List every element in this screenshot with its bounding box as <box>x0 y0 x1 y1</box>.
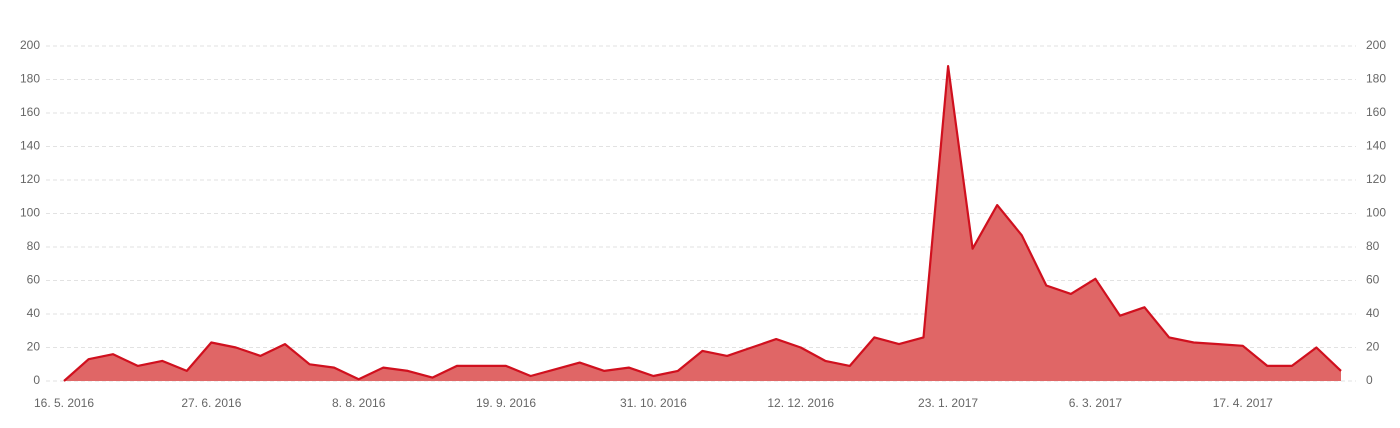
y2-tick-label: 120 <box>1366 172 1386 186</box>
y2-tick-label: 60 <box>1366 273 1380 287</box>
y-tick-label: 120 <box>20 172 40 186</box>
y2-tick-label: 0 <box>1366 373 1373 387</box>
y-tick-label: 0 <box>33 373 40 387</box>
x-tick-label: 19. 9. 2016 <box>476 396 536 410</box>
y-tick-label: 40 <box>27 306 41 320</box>
x-tick-label: 23. 1. 2017 <box>918 396 978 410</box>
x-tick-label: 31. 10. 2016 <box>620 396 687 410</box>
x-tick-label: 17. 4. 2017 <box>1213 396 1273 410</box>
y-tick-label: 60 <box>27 273 41 287</box>
y-tick-label: 160 <box>20 105 40 119</box>
x-tick-label: 6. 3. 2017 <box>1069 396 1123 410</box>
y-tick-label: 100 <box>20 206 40 220</box>
y2-tick-label: 100 <box>1366 206 1386 220</box>
y2-tick-label: 80 <box>1366 239 1380 253</box>
x-tick-label: 12. 12. 2016 <box>767 396 834 410</box>
y-tick-label: 20 <box>27 340 41 354</box>
x-tick-label: 27. 6. 2016 <box>181 396 241 410</box>
y2-tick-label: 20 <box>1366 340 1380 354</box>
y-tick-label: 200 <box>20 38 40 52</box>
x-tick-label: 8. 8. 2016 <box>332 396 386 410</box>
y-tick-label: 180 <box>20 72 40 86</box>
y-tick-label: 80 <box>27 239 41 253</box>
y-tick-label: 140 <box>20 139 40 153</box>
area-line <box>63 65 1342 382</box>
x-tick-label: 16. 5. 2016 <box>34 396 94 410</box>
y2-tick-label: 40 <box>1366 306 1380 320</box>
y2-tick-label: 160 <box>1366 105 1386 119</box>
y2-tick-label: 200 <box>1366 38 1386 52</box>
y2-tick-label: 140 <box>1366 139 1386 153</box>
area-fill <box>64 66 1341 381</box>
y2-tick-label: 180 <box>1366 72 1386 86</box>
